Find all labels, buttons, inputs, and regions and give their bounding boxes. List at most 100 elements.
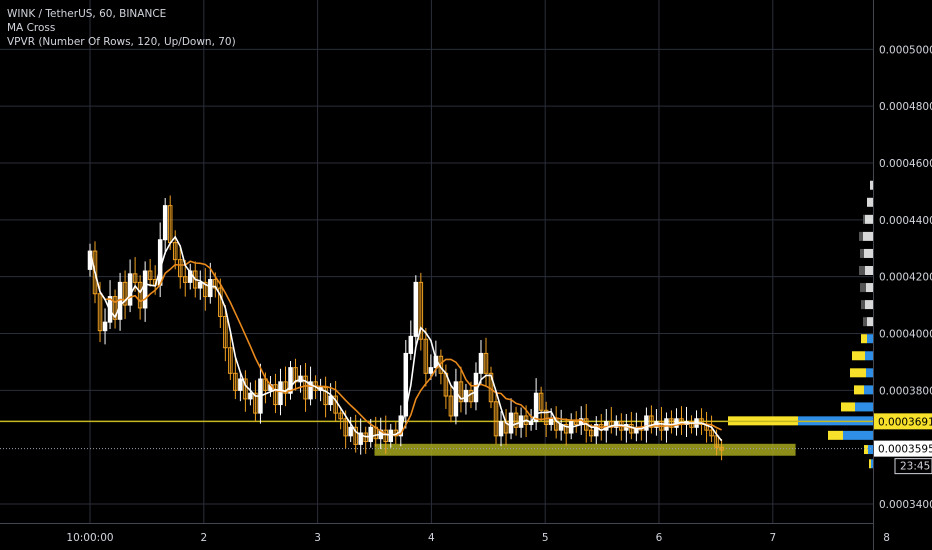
price-tick-label: 0.0005000	[879, 44, 932, 56]
candle-body	[228, 347, 233, 374]
candle-body	[233, 372, 238, 391]
candle-body	[127, 273, 133, 306]
candle-body	[719, 446, 724, 451]
volume-profile-up-bar	[866, 368, 873, 378]
candle-body	[543, 409, 549, 425]
time-tick-label: 7	[769, 532, 776, 544]
price-tick-label: 0.0004800	[879, 101, 932, 113]
volume-profile-up-bar	[871, 459, 873, 469]
candle-body	[253, 392, 258, 414]
candle-body	[418, 281, 424, 340]
candle-body	[147, 270, 153, 281]
candle-body	[629, 423, 634, 434]
horizontal-price-line[interactable]	[0, 420, 873, 450]
volume-profile-down-bar	[861, 334, 867, 344]
candle-body	[177, 259, 183, 278]
candle-body	[563, 423, 569, 434]
candle-body	[368, 426, 373, 443]
candle-body	[303, 375, 308, 400]
hline-price-badge[interactable]	[874, 413, 932, 430]
candle-body	[243, 378, 248, 400]
candle-body	[218, 287, 223, 317]
candle-body	[102, 321, 108, 332]
candle-body	[343, 418, 348, 437]
volume-profile-up-bar	[870, 180, 873, 190]
price-tick-label: 0.0003400	[879, 499, 932, 511]
candle-body	[348, 426, 353, 437]
chart-legend: WINK / TetherUS, 60, BINANCE MA Cross VP…	[7, 7, 236, 49]
candle-body	[573, 421, 579, 425]
candle-body	[203, 281, 208, 298]
candle-body	[383, 429, 388, 443]
volume-profile-down-bar	[869, 459, 871, 469]
candle-body	[498, 421, 504, 437]
volume-profile-up-bar	[866, 283, 873, 293]
volume-profile-down-bar	[860, 248, 864, 258]
candle-body	[238, 378, 243, 391]
time-tick-label: 10:00:00	[66, 532, 113, 544]
candle-body	[338, 412, 343, 420]
volume-profile-up-bar	[867, 317, 873, 327]
candle-body	[92, 250, 98, 295]
volume-profile-down-bar	[861, 300, 865, 310]
volume-profile-up-bar	[863, 231, 873, 241]
candle-body	[453, 381, 459, 417]
candle-body	[162, 205, 168, 241]
candle-body	[428, 367, 434, 374]
candle-body	[323, 387, 328, 406]
candle-body	[413, 281, 419, 337]
candle-body	[208, 279, 213, 298]
volume-profile-up-bar	[867, 334, 873, 344]
candle-body	[97, 293, 103, 332]
volume-profile-down-bar	[828, 430, 843, 440]
candle-body	[328, 395, 333, 406]
price-tick-label: 0.0004600	[879, 158, 932, 170]
volume-profile-down-bar	[850, 368, 866, 378]
candle-body	[172, 242, 178, 261]
candle-body	[333, 395, 338, 414]
countdown-badge	[894, 458, 932, 475]
candle-body	[132, 273, 138, 283]
candle-body	[283, 381, 288, 394]
candle-body	[142, 270, 148, 309]
time-tick-label: 4	[428, 532, 435, 544]
candle-body	[699, 418, 704, 425]
symbol-title[interactable]: WINK / TetherUS, 60, BINANCE	[7, 8, 167, 20]
volume-profile-down-bar	[863, 317, 867, 327]
volume-profile-down-bar	[854, 385, 864, 395]
candle-body	[248, 392, 253, 400]
volume-profile-up-bar	[865, 266, 873, 275]
candle-body	[288, 367, 293, 394]
candle-body	[533, 392, 539, 423]
candle-body	[508, 412, 514, 434]
volume-profile-down-bar	[863, 214, 865, 224]
volume-profile-up-bar	[865, 300, 873, 310]
grid-lines	[0, 0, 888, 523]
price-tick-label: 0.0004000	[879, 329, 932, 341]
volume-profile-up-bar	[865, 214, 873, 224]
volume-profile-up-bar	[864, 248, 873, 258]
candle-body	[669, 418, 674, 428]
support-zone-rect[interactable]	[374, 443, 796, 456]
volume-profile-up-bar	[864, 385, 873, 395]
volume-profile-down-bar	[864, 445, 868, 455]
candle-body	[458, 381, 464, 403]
candle-body	[709, 429, 714, 437]
price-tick-label: 0.0003800	[879, 385, 932, 397]
hline-price-label: 0.0003691	[878, 416, 932, 428]
volume-profile-up-bar	[868, 445, 873, 455]
indicator-ma-cross[interactable]: MA Cross	[7, 22, 56, 34]
indicator-vpvr[interactable]: VPVR (Number Of Rows, 120, Up/Down, 70)	[7, 36, 236, 48]
candle-body	[548, 418, 554, 425]
last-price-badge[interactable]	[874, 440, 932, 457]
time-tick-label: 2	[200, 532, 207, 544]
candle-body	[493, 401, 499, 437]
price-tick-label: 0.0004200	[879, 272, 932, 284]
countdown-label: 23:45	[900, 461, 930, 473]
candle-body	[358, 432, 363, 445]
ma-fast-line	[89, 235, 723, 442]
candle-body	[198, 281, 203, 289]
volume-profile-down-bar	[860, 283, 866, 293]
candle-body	[714, 435, 719, 448]
